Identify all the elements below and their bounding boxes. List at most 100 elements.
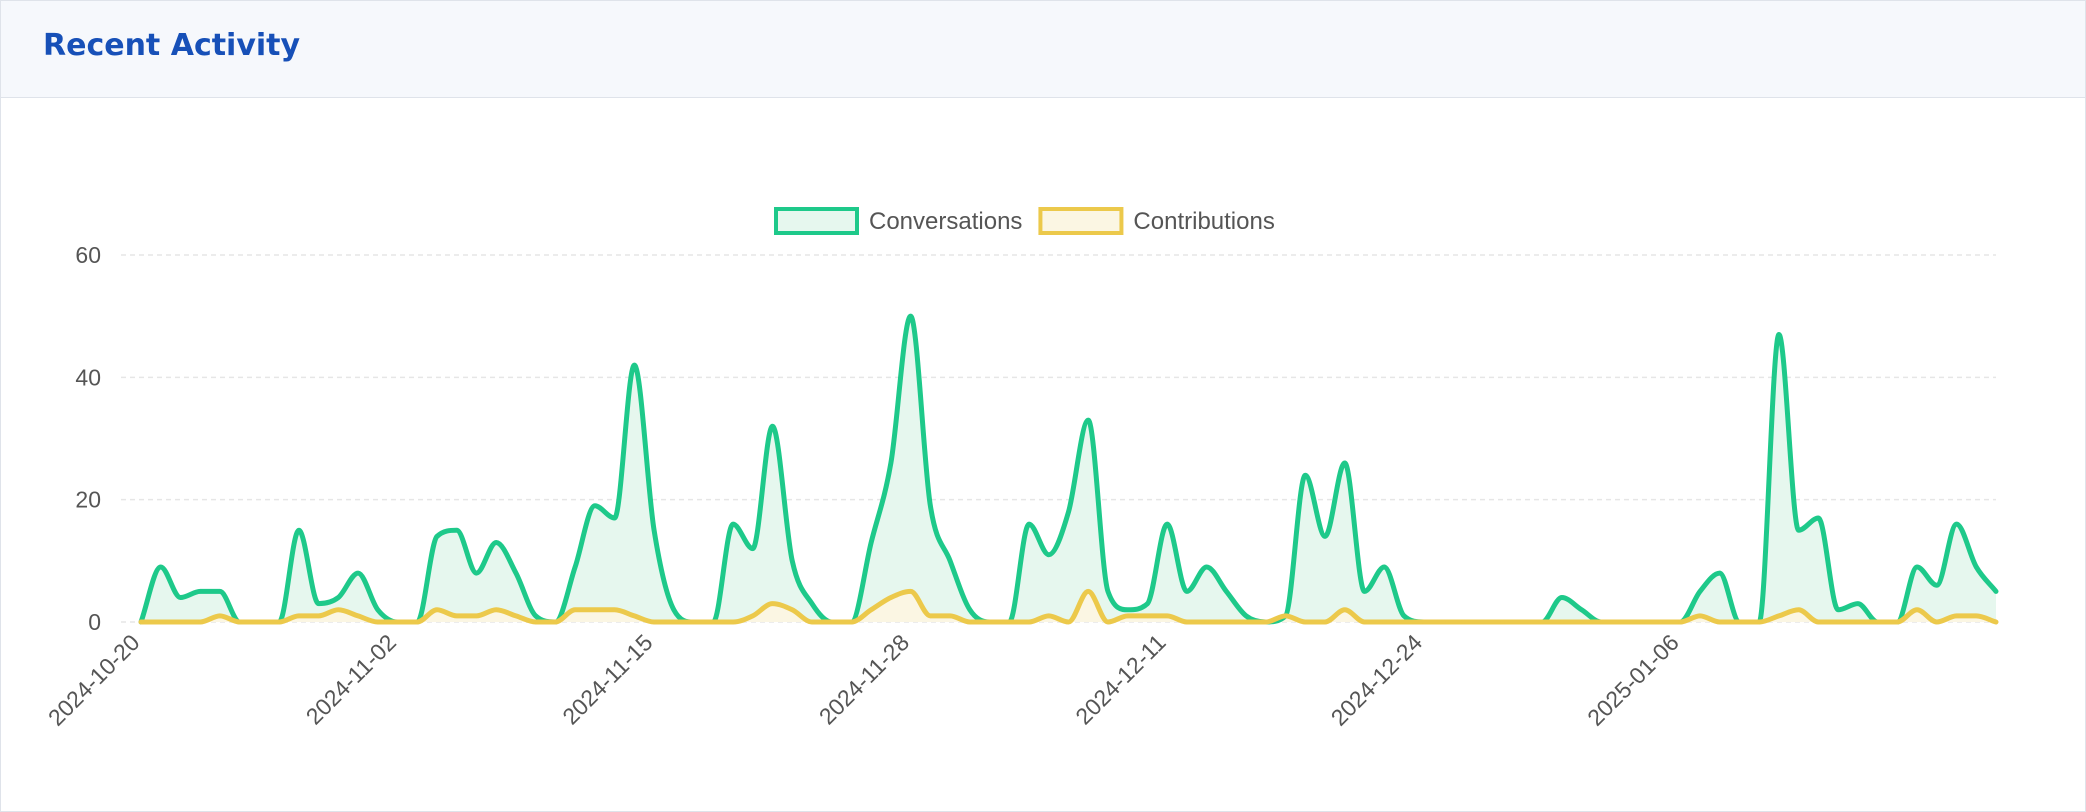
data-point-contributions[interactable] bbox=[1737, 619, 1742, 625]
data-point-contributions[interactable] bbox=[1145, 613, 1150, 619]
data-point-contributions[interactable] bbox=[474, 613, 479, 619]
data-point-contributions[interactable] bbox=[1204, 619, 1209, 625]
data-point-contributions[interactable] bbox=[1638, 619, 1643, 625]
data-point-conversations[interactable] bbox=[1243, 613, 1249, 619]
data-point-conversations[interactable] bbox=[533, 613, 538, 619]
data-point-conversations[interactable] bbox=[572, 564, 578, 570]
data-point-conversations[interactable] bbox=[868, 540, 874, 545]
data-point-contributions[interactable] bbox=[809, 619, 815, 625]
data-point-contributions[interactable] bbox=[730, 619, 736, 625]
data-point-contributions[interactable] bbox=[750, 613, 755, 619]
data-point-conversations[interactable] bbox=[1816, 515, 1821, 521]
data-point-contributions[interactable] bbox=[1796, 607, 1801, 612]
data-point-conversations[interactable] bbox=[1855, 601, 1861, 606]
data-point-conversations[interactable] bbox=[1086, 417, 1091, 423]
data-point-contributions[interactable] bbox=[1678, 619, 1683, 625]
data-point-contributions[interactable] bbox=[276, 619, 282, 625]
data-point-conversations[interactable] bbox=[316, 601, 321, 606]
data-point-contributions[interactable] bbox=[296, 613, 302, 619]
data-point-contributions[interactable] bbox=[1283, 613, 1288, 619]
data-point-contributions[interactable] bbox=[1697, 613, 1703, 619]
data-point-contributions[interactable] bbox=[138, 619, 144, 625]
data-point-conversations[interactable] bbox=[1559, 595, 1565, 600]
data-point-contributions[interactable] bbox=[1441, 619, 1446, 625]
data-point-conversations[interactable] bbox=[1579, 607, 1584, 612]
data-point-conversations[interactable] bbox=[1204, 564, 1209, 570]
data-point-conversations[interactable] bbox=[1934, 583, 1940, 588]
data-point-conversations[interactable] bbox=[1914, 564, 1920, 570]
data-point-contributions[interactable] bbox=[158, 619, 163, 625]
data-point-contributions[interactable] bbox=[1382, 619, 1387, 625]
data-point-conversations[interactable] bbox=[908, 313, 913, 319]
data-point-contributions[interactable] bbox=[1934, 619, 1940, 625]
legend-item-conversations[interactable]: Conversations bbox=[774, 207, 1022, 235]
data-point-conversations[interactable] bbox=[1954, 521, 1959, 527]
data-point-conversations[interactable] bbox=[790, 558, 795, 564]
data-point-contributions[interactable] bbox=[1480, 619, 1486, 625]
data-point-contributions[interactable] bbox=[592, 607, 598, 612]
data-point-contributions[interactable] bbox=[1914, 607, 1920, 612]
data-point-contributions[interactable] bbox=[1776, 613, 1782, 619]
data-point-conversations[interactable] bbox=[178, 595, 183, 600]
data-point-contributions[interactable] bbox=[1579, 619, 1584, 625]
data-point-conversations[interactable] bbox=[1303, 473, 1308, 478]
data-point-conversations[interactable] bbox=[1125, 607, 1130, 612]
data-point-contributions[interactable] bbox=[829, 619, 834, 625]
data-point-contributions[interactable] bbox=[1875, 619, 1880, 625]
data-point-conversations[interactable] bbox=[1046, 552, 1051, 557]
data-point-contributions[interactable] bbox=[1303, 619, 1308, 625]
data-point-contributions[interactable] bbox=[612, 607, 617, 612]
data-point-contributions[interactable] bbox=[1539, 619, 1545, 625]
data-point-contributions[interactable] bbox=[395, 619, 400, 625]
data-point-contributions[interactable] bbox=[770, 601, 775, 606]
data-point-contributions[interactable] bbox=[178, 619, 183, 625]
data-point-conversations[interactable] bbox=[612, 515, 617, 521]
data-point-conversations[interactable] bbox=[1066, 509, 1071, 515]
data-point-conversations[interactable] bbox=[1224, 589, 1229, 594]
data-point-contributions[interactable] bbox=[928, 613, 933, 619]
data-point-conversations[interactable] bbox=[217, 589, 223, 594]
data-point-contributions[interactable] bbox=[572, 607, 578, 612]
data-point-contributions[interactable] bbox=[1993, 619, 1999, 625]
data-point-conversations[interactable] bbox=[1401, 613, 1407, 619]
data-point-contributions[interactable] bbox=[711, 619, 716, 625]
data-point-contributions[interactable] bbox=[1954, 613, 1959, 619]
data-point-contributions[interactable] bbox=[888, 595, 894, 600]
data-point-conversations[interactable] bbox=[474, 570, 479, 576]
data-point-conversations[interactable] bbox=[1717, 570, 1722, 576]
data-point-contributions[interactable] bbox=[868, 607, 874, 612]
data-point-contributions[interactable] bbox=[257, 619, 262, 625]
data-point-contributions[interactable] bbox=[1026, 619, 1032, 625]
data-point-contributions[interactable] bbox=[987, 619, 992, 625]
data-point-contributions[interactable] bbox=[1717, 619, 1722, 625]
data-point-conversations[interactable] bbox=[1145, 601, 1150, 606]
data-point-conversations[interactable] bbox=[296, 528, 302, 533]
data-point-contributions[interactable] bbox=[1184, 619, 1190, 625]
data-point-conversations[interactable] bbox=[1164, 521, 1170, 527]
data-point-contributions[interactable] bbox=[632, 613, 637, 619]
data-point-contributions[interactable] bbox=[1046, 613, 1051, 619]
data-point-contributions[interactable] bbox=[947, 613, 953, 619]
data-point-contributions[interactable] bbox=[1086, 589, 1091, 594]
data-point-contributions[interactable] bbox=[355, 613, 361, 619]
data-point-conversations[interactable] bbox=[730, 521, 736, 527]
data-point-contributions[interactable] bbox=[217, 613, 223, 619]
data-point-conversations[interactable] bbox=[158, 564, 163, 570]
data-point-conversations[interactable] bbox=[1835, 607, 1841, 612]
data-point-conversations[interactable] bbox=[928, 503, 933, 508]
data-point-contributions[interactable] bbox=[1599, 619, 1604, 625]
legend-item-contributions[interactable]: Contributions bbox=[1038, 207, 1275, 235]
data-point-conversations[interactable] bbox=[1322, 534, 1328, 539]
data-point-conversations[interactable] bbox=[1184, 589, 1190, 594]
data-point-contributions[interactable] bbox=[1835, 619, 1841, 625]
data-point-contributions[interactable] bbox=[513, 613, 519, 619]
data-point-contributions[interactable] bbox=[454, 613, 459, 619]
data-point-conversations[interactable] bbox=[494, 540, 499, 545]
data-point-contributions[interactable] bbox=[415, 619, 420, 625]
data-point-contributions[interactable] bbox=[1756, 619, 1762, 625]
data-point-conversations[interactable] bbox=[336, 595, 341, 600]
data-point-contributions[interactable] bbox=[1401, 619, 1407, 625]
data-point-contributions[interactable] bbox=[237, 619, 242, 625]
data-point-contributions[interactable] bbox=[1974, 613, 1979, 619]
data-point-conversations[interactable] bbox=[1105, 589, 1111, 594]
